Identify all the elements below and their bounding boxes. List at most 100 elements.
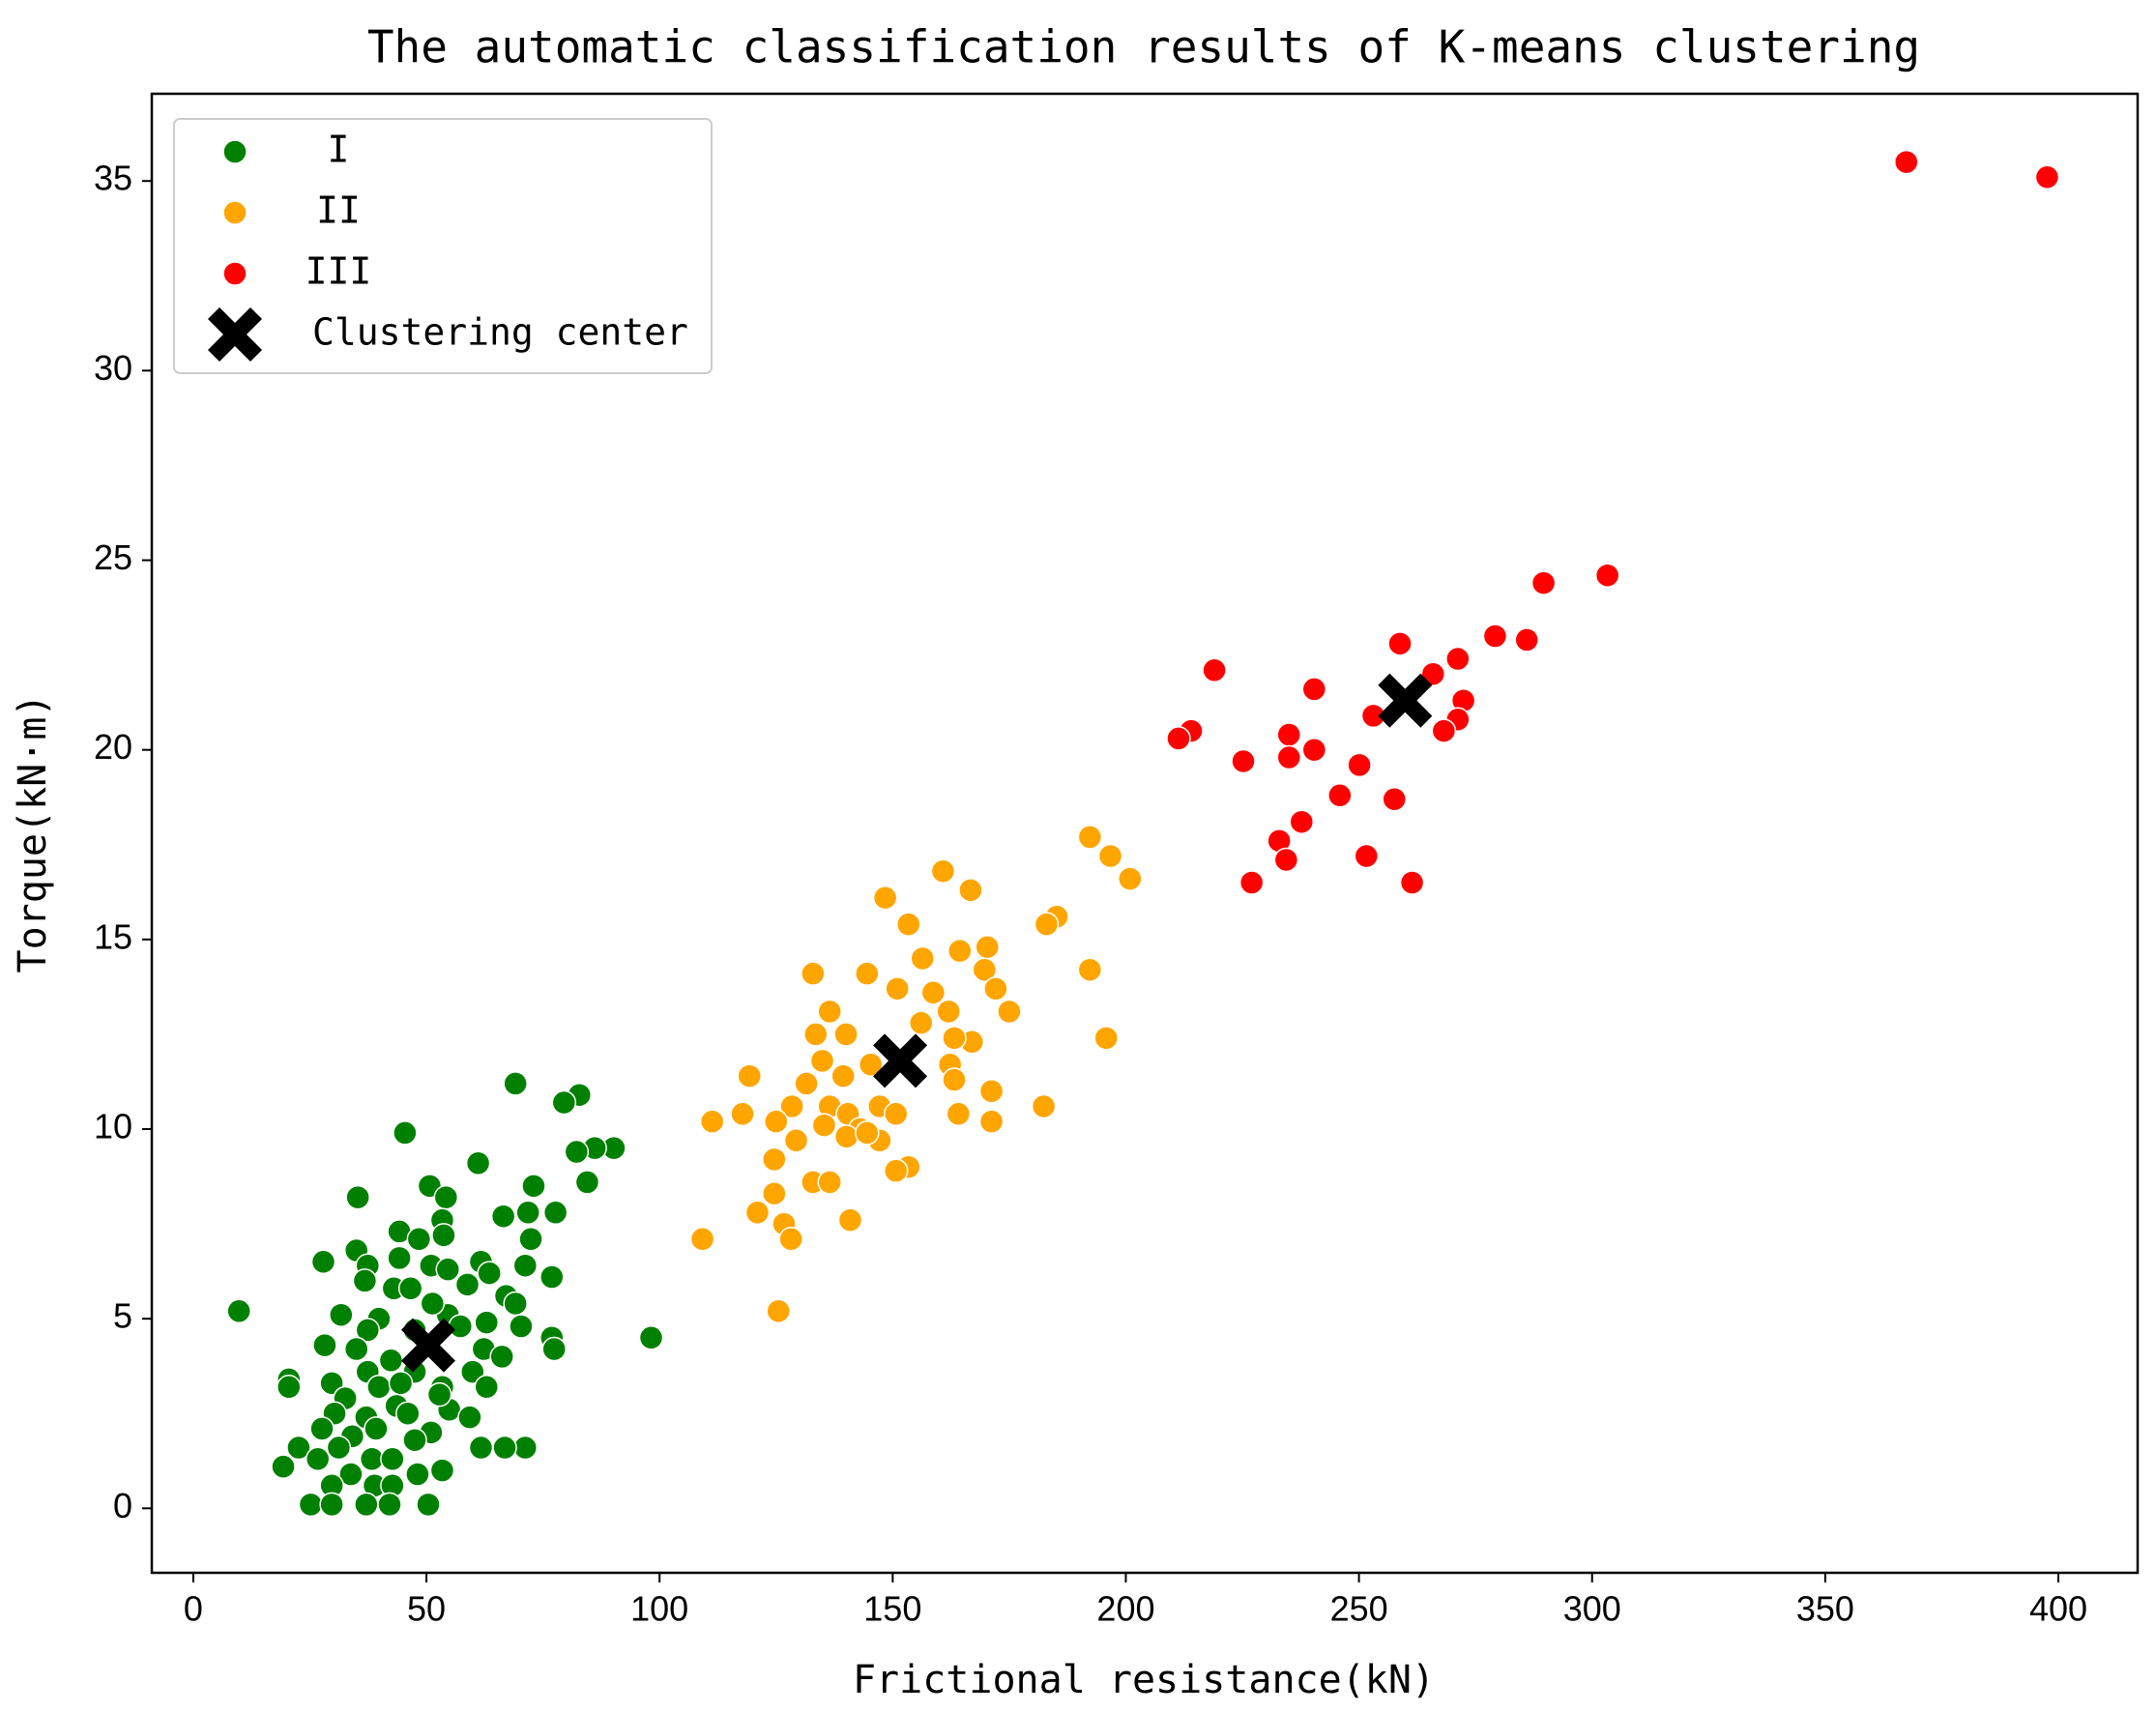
point — [1276, 722, 1302, 747]
point — [978, 1109, 1005, 1134]
y-tick-label: 15 — [94, 916, 132, 956]
point — [737, 1063, 763, 1088]
point — [920, 980, 947, 1005]
point — [489, 1344, 514, 1370]
point — [1399, 870, 1425, 895]
point — [431, 1223, 456, 1248]
x-tick-label: 350 — [1796, 1589, 1854, 1629]
point — [426, 1381, 452, 1407]
point — [983, 976, 1008, 1001]
point — [355, 1318, 381, 1343]
y-tick-label: 0 — [113, 1486, 132, 1525]
point — [730, 1101, 755, 1127]
point — [858, 1052, 884, 1078]
legend-label: I — [328, 129, 350, 171]
point — [406, 1227, 432, 1252]
point — [521, 1174, 546, 1199]
x-tick-label: 100 — [630, 1589, 688, 1629]
point — [942, 1026, 967, 1051]
point — [762, 1146, 787, 1173]
point — [1431, 718, 1457, 743]
point — [1387, 631, 1413, 656]
point — [477, 1261, 502, 1286]
point — [1238, 870, 1265, 895]
center-marker — [400, 1318, 455, 1373]
point — [1118, 866, 1143, 891]
point — [883, 1101, 909, 1127]
point — [1289, 809, 1315, 834]
point — [465, 1150, 491, 1176]
legend-label: III — [306, 250, 372, 293]
point — [490, 1204, 516, 1229]
point — [380, 1446, 405, 1472]
point — [1420, 661, 1446, 686]
point — [958, 878, 983, 903]
point — [975, 934, 1000, 960]
point — [474, 1375, 500, 1400]
point — [226, 1298, 251, 1324]
point — [345, 1184, 370, 1210]
x-tick-label: 300 — [1563, 1589, 1621, 1629]
point — [310, 1249, 336, 1275]
x-tick-label: 250 — [1330, 1589, 1388, 1629]
point — [457, 1405, 482, 1430]
point — [518, 1227, 543, 1252]
legend-label: II — [316, 189, 361, 232]
point — [978, 1079, 1005, 1104]
point — [689, 1227, 715, 1252]
point — [492, 1435, 517, 1461]
point — [872, 885, 898, 911]
point — [312, 1332, 337, 1358]
x-tick-label: 400 — [2029, 1589, 2087, 1629]
point — [930, 858, 956, 884]
point — [801, 961, 826, 986]
point — [512, 1253, 539, 1278]
point — [1202, 657, 1227, 683]
x-tick-label: 50 — [407, 1589, 446, 1629]
point — [319, 1492, 344, 1518]
point — [474, 1310, 500, 1335]
point — [352, 1268, 378, 1293]
point — [364, 1416, 389, 1441]
point — [699, 1109, 725, 1134]
y-tick-label: 10 — [94, 1107, 132, 1146]
point — [883, 1158, 909, 1183]
point — [387, 1245, 412, 1271]
legend-label: Clustering center — [312, 311, 688, 354]
center-marker — [1378, 673, 1433, 728]
point — [1482, 624, 1508, 649]
point — [947, 938, 973, 964]
point — [885, 976, 910, 1001]
point — [811, 1113, 837, 1138]
point — [1301, 677, 1327, 702]
point — [744, 1200, 771, 1226]
point — [509, 1314, 534, 1339]
plot-area — [226, 149, 2060, 1518]
y-tick-label: 5 — [113, 1296, 132, 1336]
point — [541, 1336, 567, 1362]
point — [1382, 786, 1408, 812]
point — [539, 1264, 565, 1290]
point — [503, 1071, 528, 1096]
y-tick-label: 25 — [94, 537, 132, 577]
point — [817, 999, 842, 1025]
point — [1166, 726, 1191, 751]
point — [326, 1435, 352, 1461]
point — [402, 1427, 427, 1453]
point — [803, 1022, 829, 1047]
point — [366, 1375, 392, 1400]
point — [388, 1371, 414, 1396]
point — [503, 1291, 528, 1317]
point — [460, 1359, 485, 1384]
center-marker — [873, 1033, 928, 1088]
point — [1273, 847, 1299, 873]
plot-frame — [150, 92, 2140, 1575]
point — [286, 1435, 311, 1461]
point — [855, 961, 880, 986]
point — [909, 1010, 934, 1035]
point — [837, 1207, 863, 1233]
point — [397, 1276, 423, 1301]
point — [1594, 563, 1620, 588]
point — [377, 1492, 402, 1518]
